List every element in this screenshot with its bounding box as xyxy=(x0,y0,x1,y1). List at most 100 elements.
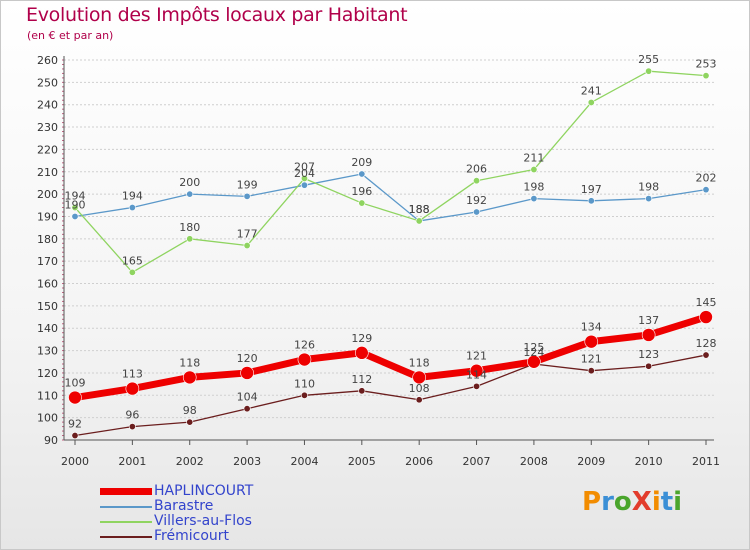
data-point xyxy=(702,72,710,80)
data-point xyxy=(645,67,653,75)
data-label: 241 xyxy=(581,84,602,97)
data-point xyxy=(645,195,653,203)
y-tick-label: 210 xyxy=(37,166,58,179)
logo-letter: t xyxy=(660,487,674,517)
data-label: 137 xyxy=(638,314,659,327)
y-tick-label: 250 xyxy=(37,76,58,89)
data-point xyxy=(587,98,595,106)
data-label: 110 xyxy=(294,377,315,390)
data-label: 145 xyxy=(696,296,717,309)
data-point xyxy=(473,177,481,185)
data-label: 188 xyxy=(409,203,430,216)
data-point xyxy=(415,396,423,404)
data-label: 120 xyxy=(237,352,258,365)
y-tick-label: 100 xyxy=(37,412,58,425)
data-point xyxy=(243,192,251,200)
data-point xyxy=(587,367,595,375)
y-tick-label: 230 xyxy=(37,121,58,134)
y-tick-label: 160 xyxy=(37,278,58,291)
data-point xyxy=(645,362,653,370)
x-tick-label: 2001 xyxy=(118,455,146,468)
y-tick-label: 170 xyxy=(37,255,58,268)
x-tick-label: 2008 xyxy=(520,455,548,468)
data-point xyxy=(702,351,710,359)
data-point xyxy=(186,418,194,426)
data-label: 123 xyxy=(638,348,659,361)
data-label: 253 xyxy=(696,58,717,71)
logo-letter: P xyxy=(582,487,602,517)
data-label: 98 xyxy=(183,404,197,417)
legend-label: Frémicourt xyxy=(154,528,230,544)
series-line xyxy=(74,173,707,222)
data-point xyxy=(300,391,308,399)
data-label: 209 xyxy=(351,156,372,169)
legend-swatch xyxy=(100,488,152,495)
data-point xyxy=(587,197,595,205)
data-point xyxy=(358,387,366,395)
data-point xyxy=(128,204,136,212)
logo-letter: r xyxy=(601,487,614,517)
data-point xyxy=(530,166,538,174)
logo-letter: o xyxy=(613,487,632,517)
legend-label: HAPLINCOURT xyxy=(154,483,254,499)
data-point xyxy=(527,354,541,369)
data-label: 124 xyxy=(523,346,544,359)
data-label: 121 xyxy=(581,353,602,366)
data-label: 190 xyxy=(65,198,86,211)
data-label: 198 xyxy=(638,181,659,194)
data-point xyxy=(300,174,308,182)
y-tick-label: 220 xyxy=(37,143,58,156)
data-point xyxy=(699,310,713,324)
data-label: 112 xyxy=(351,373,372,386)
data-point xyxy=(243,242,251,250)
data-label: 188 xyxy=(409,203,430,216)
data-label: 207 xyxy=(294,160,315,173)
data-label: 121 xyxy=(466,350,487,363)
legend-swatch xyxy=(100,506,152,508)
data-point xyxy=(415,217,423,225)
data-label: 126 xyxy=(294,339,315,352)
x-tick-label: 2010 xyxy=(635,455,663,468)
data-point xyxy=(473,382,481,390)
data-label: 125 xyxy=(523,341,544,354)
data-point xyxy=(355,346,369,360)
data-point xyxy=(128,423,136,431)
y-tick-label: 110 xyxy=(37,389,58,402)
data-label: 197 xyxy=(581,183,602,196)
data-point xyxy=(412,370,426,385)
chart-subtitle: (en € et par an) xyxy=(27,29,114,42)
data-label: 194 xyxy=(65,190,86,203)
data-label: 134 xyxy=(581,321,602,334)
data-point xyxy=(358,170,366,178)
series-line xyxy=(74,70,707,274)
data-point xyxy=(584,334,599,349)
data-point xyxy=(182,370,197,385)
x-tick-label: 2006 xyxy=(405,455,433,468)
data-label: 211 xyxy=(523,152,544,165)
data-label: 92 xyxy=(68,418,82,431)
x-tick-label: 2003 xyxy=(233,455,261,468)
y-tick-label: 240 xyxy=(37,99,58,112)
y-tick-label: 150 xyxy=(37,300,58,313)
x-tick-label: 2000 xyxy=(61,455,89,468)
data-point xyxy=(300,181,308,189)
y-tick-label: 260 xyxy=(37,54,58,67)
data-point xyxy=(68,390,82,405)
y-tick-label: 190 xyxy=(37,210,58,223)
x-tick-label: 2011 xyxy=(692,455,720,468)
data-label: 108 xyxy=(409,382,430,395)
data-point xyxy=(240,366,254,380)
data-label: 198 xyxy=(523,181,544,194)
y-tick-label: 120 xyxy=(37,367,58,380)
y-tick-label: 90 xyxy=(44,434,58,447)
legend-label: Villers-au-Flos xyxy=(154,513,252,529)
y-tick-label: 180 xyxy=(37,233,58,246)
legend-swatch xyxy=(100,521,152,523)
data-point xyxy=(358,199,366,207)
data-label: 113 xyxy=(122,368,143,381)
data-point xyxy=(530,195,538,203)
legend-swatch xyxy=(100,536,152,538)
y-tick-label: 130 xyxy=(37,345,58,358)
data-point xyxy=(71,432,79,440)
